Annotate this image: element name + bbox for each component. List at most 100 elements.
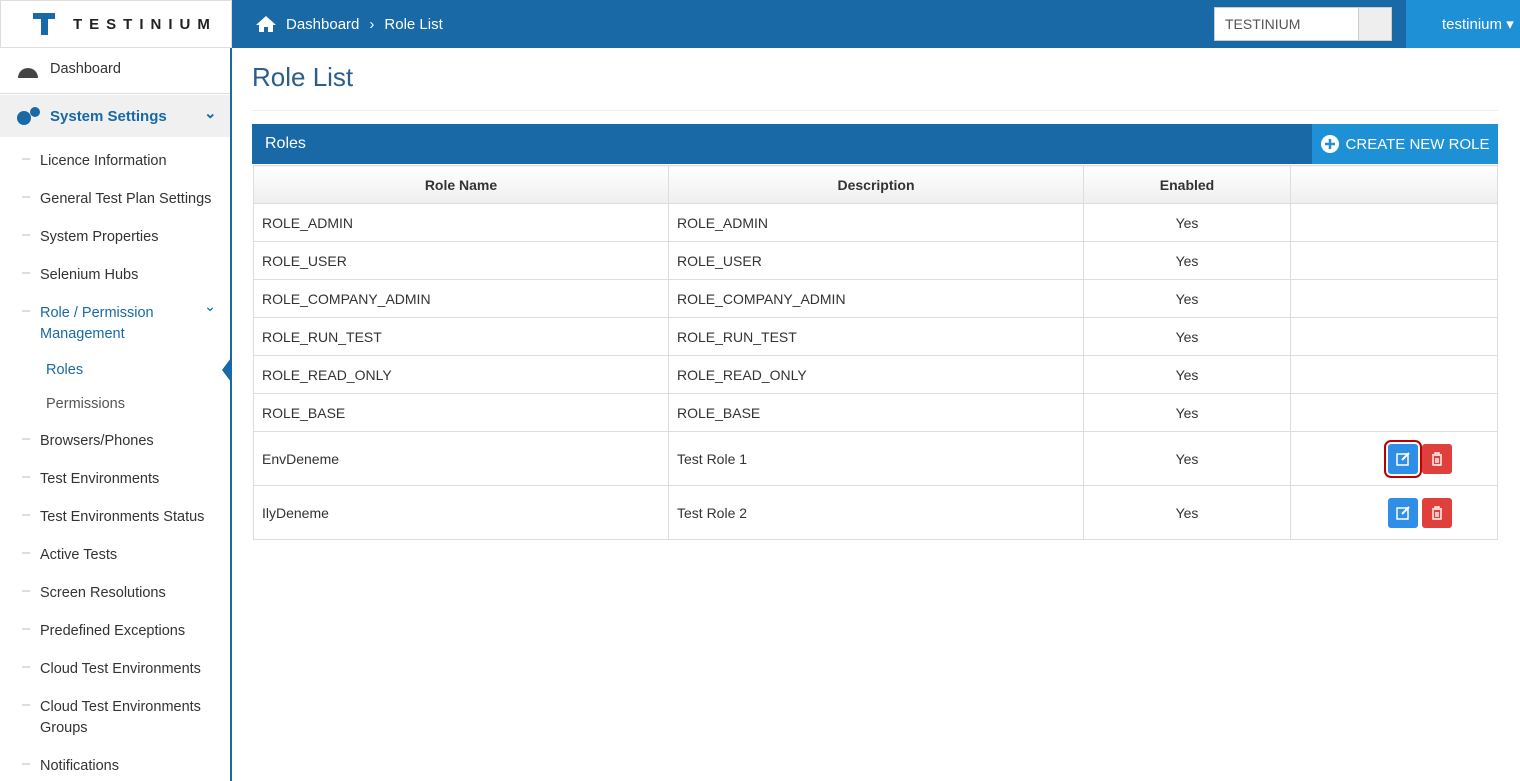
edit-button[interactable]	[1388, 497, 1418, 528]
page-title: Role List	[252, 62, 354, 92]
table-row: ROLE_READ_ONLY ROLE_READ_ONLY Yes	[253, 355, 1498, 394]
tree-dash: –	[22, 469, 31, 485]
button-label: CREATE NEW ROLE	[1345, 135, 1490, 153]
logo[interactable]: TESTINIUM	[0, 0, 232, 48]
section-header[interactable]: System Settings ⌄	[0, 95, 230, 137]
cell: IlyDeneme	[253, 485, 669, 540]
nav-item[interactable]: Licence Information	[40, 153, 167, 169]
cell: ROLE_ADMIN	[668, 203, 1084, 242]
table-row: ROLE_COMPANY_ADMIN ROLE_COMPANY_ADMIN Yes	[253, 279, 1498, 318]
edit-icon	[1396, 505, 1410, 520]
select-value: TESTINIUM	[1225, 16, 1301, 32]
actions-cell	[1290, 485, 1498, 540]
cell: ROLE_BASE	[253, 393, 669, 432]
cell: ROLE_READ_ONLY	[253, 355, 669, 394]
nav-item[interactable]: Selenium Hubs	[40, 267, 139, 283]
cell: Yes	[1083, 393, 1291, 432]
active-marker	[222, 358, 231, 382]
tree-dash: –	[22, 431, 31, 447]
tree-dash: –	[22, 265, 31, 281]
tree-dash: –	[22, 507, 31, 523]
plus-icon	[1320, 135, 1339, 153]
trash-icon	[1432, 505, 1442, 520]
logo-icon	[33, 13, 55, 35]
nav-item[interactable]: Role / Permission Management	[40, 305, 154, 342]
cell: Yes	[1083, 485, 1291, 540]
nav-subitem[interactable]: Permissions	[46, 396, 125, 412]
cell: Yes	[1083, 431, 1291, 486]
cell: Yes	[1083, 279, 1291, 318]
select-arrow	[1358, 8, 1391, 40]
column-header: Enabled	[1083, 165, 1291, 204]
table-row: EnvDeneme Test Role 1 Yes	[253, 431, 1498, 486]
tree-dash: –	[22, 189, 31, 205]
roles-table: Role Name Description Enabled ROLE_ADMIN ROL…	[253, 165, 1498, 540]
gear-icon	[17, 107, 40, 125]
table-row: IlyDeneme Test Role 2 Yes	[253, 485, 1498, 540]
tree-dash: –	[22, 659, 31, 675]
nav-subitem[interactable]: Roles	[46, 362, 84, 378]
actions-cell	[1290, 241, 1498, 280]
cell: ROLE_RUN_TEST	[253, 317, 669, 356]
delete-button[interactable]	[1422, 497, 1452, 528]
cell: Yes	[1083, 241, 1291, 280]
edit-button[interactable]	[1384, 439, 1422, 478]
section-label: System Settings	[50, 108, 167, 125]
actions-cell	[1290, 203, 1498, 242]
tree-dash: –	[22, 583, 31, 599]
cell: ROLE_USER	[253, 241, 669, 280]
cell: Yes	[1083, 317, 1291, 356]
nav-item[interactable]: Browsers/Phones	[40, 433, 154, 449]
user-menu[interactable]: testinium ▾	[1406, 0, 1520, 48]
breadcrumb-link[interactable]: Dashboard	[286, 15, 360, 33]
tree-dash: –	[22, 545, 31, 561]
cell: ROLE_COMPANY_ADMIN	[253, 279, 669, 318]
tree-dash: –	[22, 151, 31, 167]
table-row: ROLE_BASE ROLE_BASE Yes	[253, 393, 1498, 432]
cell: EnvDeneme	[253, 431, 669, 486]
table-body: ROLE_ADMIN ROLE_ADMIN Yes ROLE_USER ROLE_USE…	[253, 203, 1498, 540]
nav-item[interactable]: Predefined Exceptions	[40, 623, 186, 639]
cell: ROLE_RUN_TEST	[668, 317, 1084, 356]
cell: Yes	[1083, 203, 1291, 242]
cell: ROLE_USER	[668, 241, 1084, 280]
company-select[interactable]: TESTINIUM	[1214, 7, 1392, 41]
tree-dash: –	[22, 697, 31, 713]
cell: Test Role 2	[668, 485, 1084, 540]
cell: Test Role 1	[668, 431, 1084, 486]
chevron: ⌄	[204, 299, 217, 315]
column-header: Role Name	[253, 165, 669, 204]
actions-cell	[1290, 355, 1498, 394]
logo-text: TESTINIUM	[73, 15, 217, 33]
tree-dash: –	[22, 621, 31, 637]
cell: ROLE_BASE	[668, 393, 1084, 432]
dash-icon	[18, 68, 38, 78]
divider	[252, 110, 1498, 111]
breadcrumb-current: Role List	[384, 15, 443, 33]
cell: Yes	[1083, 355, 1291, 394]
delete-button[interactable]	[1422, 443, 1452, 474]
cell: ROLE_ADMIN	[253, 203, 669, 242]
column-header: Description	[668, 165, 1084, 204]
nav-item[interactable]: Test Environments	[40, 471, 160, 487]
edit-icon	[1396, 451, 1410, 466]
nav-item[interactable]: System Properties	[40, 229, 159, 245]
panel-title: Roles	[265, 135, 306, 152]
nav-item[interactable]: Screen Resolutions	[40, 585, 166, 601]
actions-cell	[1290, 279, 1498, 318]
dashboard-link[interactable]: Dashboard	[0, 48, 230, 94]
nav-item[interactable]: Notifications	[40, 758, 119, 774]
nav-item[interactable]: Cloud Test Environments Groups	[40, 699, 201, 736]
user-name: testinium	[1442, 15, 1503, 33]
nav-item[interactable]: General Test Plan Settings	[40, 191, 212, 207]
breadcrumb: Dashboard › Role List	[256, 0, 443, 48]
nav-item[interactable]: Cloud Test Environments	[40, 661, 201, 677]
cell: ROLE_COMPANY_ADMIN	[668, 279, 1084, 318]
create-button[interactable]: CREATE NEW ROLE	[1312, 124, 1498, 164]
trash-icon	[1432, 451, 1442, 466]
nav-item[interactable]: Active Tests	[40, 547, 118, 563]
nav-label: Dashboard	[50, 61, 121, 77]
table-row: ROLE_USER ROLE_USER Yes	[253, 241, 1498, 280]
nav-item[interactable]: Test Environments Status	[40, 509, 205, 525]
